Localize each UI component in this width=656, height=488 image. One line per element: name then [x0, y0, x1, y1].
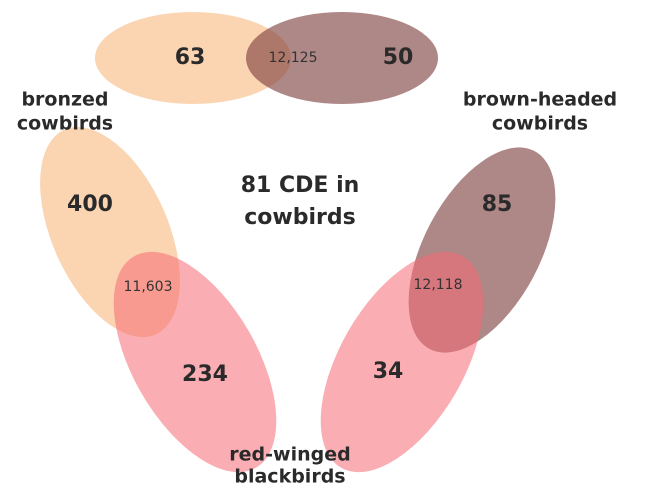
region-count: 234 — [182, 362, 228, 387]
region-count: 63 — [175, 45, 206, 70]
region-count: 400 — [67, 192, 113, 217]
shared-count: 12,118 — [414, 277, 463, 293]
group-label: cowbirds — [492, 113, 588, 135]
group-label: bronzed — [21, 89, 108, 111]
shared-count: 11,603 — [124, 279, 173, 295]
region-count: 34 — [373, 359, 404, 384]
center-label: cowbirds — [244, 205, 355, 230]
red-winged-ellipse — [320, 251, 484, 473]
group-label: blackbirds — [234, 466, 345, 488]
shared-count: 12,125 — [269, 50, 318, 66]
brown-headed-ellipse — [246, 12, 438, 104]
group-label: brown-headed — [463, 89, 617, 111]
center-label: 81 CDE in — [241, 173, 360, 198]
group-label: red-winged — [229, 444, 350, 466]
region-count: 85 — [482, 192, 513, 217]
red-winged-ellipse — [113, 251, 277, 473]
region-count: 50 — [383, 45, 414, 70]
group-label: cowbirds — [17, 113, 113, 135]
bronzed-ellipse — [95, 12, 291, 104]
